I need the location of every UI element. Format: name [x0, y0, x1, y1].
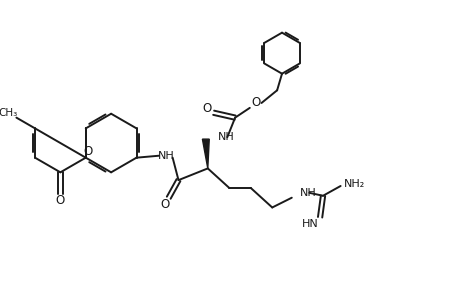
Text: NH: NH [300, 188, 316, 198]
Text: O: O [251, 96, 260, 109]
Text: O: O [202, 102, 212, 115]
Text: O: O [56, 194, 65, 207]
Text: NH: NH [217, 132, 234, 142]
Polygon shape [202, 139, 209, 168]
Text: NH: NH [158, 151, 174, 161]
Text: O: O [83, 145, 92, 158]
Text: CH₃: CH₃ [0, 108, 18, 118]
Text: O: O [160, 198, 170, 211]
Text: HN: HN [302, 219, 319, 229]
Text: NH₂: NH₂ [343, 179, 365, 189]
